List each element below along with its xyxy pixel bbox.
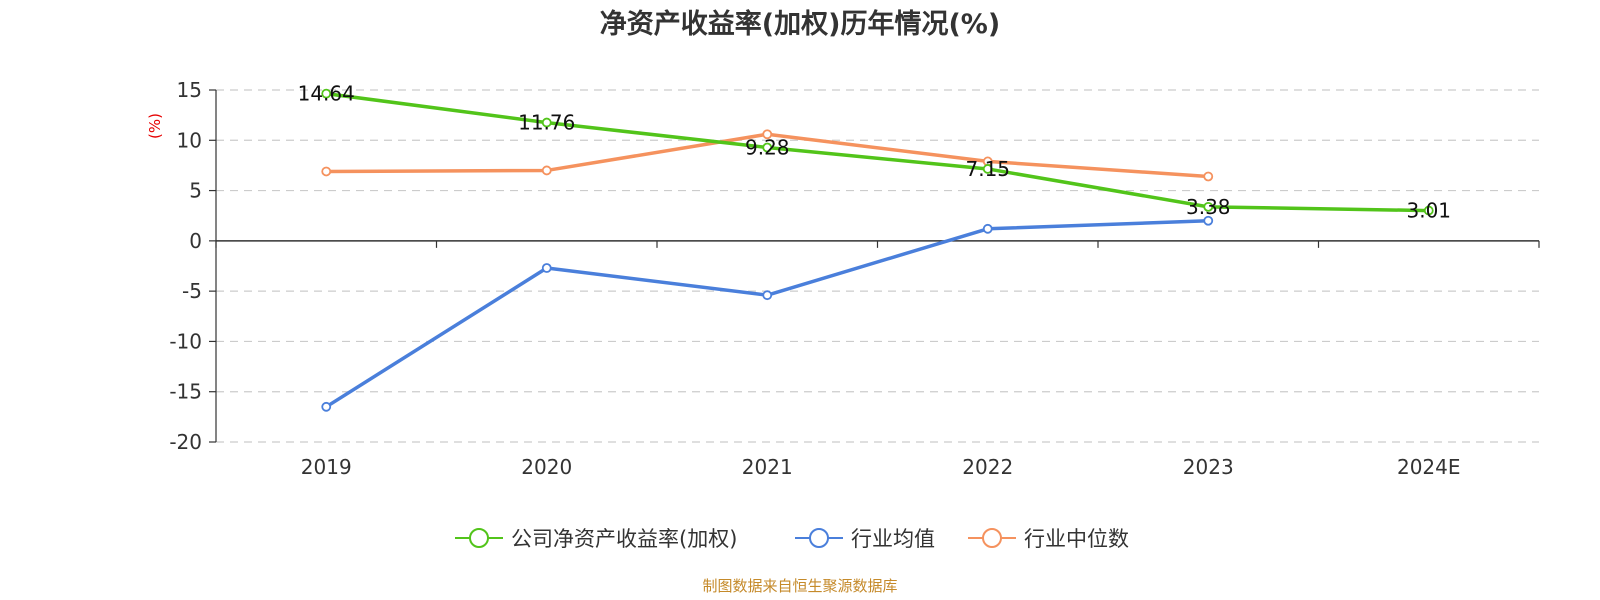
data-label: 14.64 (298, 82, 355, 106)
data-label: 11.76 (518, 111, 575, 135)
x-tick-label: 2019 (301, 455, 352, 479)
y-tick-label: 10 (177, 128, 202, 152)
x-tick-label: 2022 (962, 455, 1013, 479)
legend-label: 行业中位数 (1024, 527, 1129, 551)
y-tick-label: -15 (169, 380, 202, 404)
legend-label: 行业均值 (851, 527, 935, 551)
data-point[interactable] (982, 223, 993, 234)
series-line-1 (326, 91, 1429, 213)
y-tick-label: 0 (189, 229, 202, 253)
data-label: 7.15 (965, 157, 1010, 181)
chart-title: 净资产收益率(加权)历年情况(%) (600, 8, 1000, 40)
data-point[interactable] (1203, 171, 1214, 182)
series-line-2 (325, 218, 1209, 409)
data-point[interactable] (1423, 205, 1434, 216)
legend-label: 公司净资产收益率(加权) (511, 527, 737, 551)
x-tick-label: 2020 (521, 455, 572, 479)
y-tick-label: 15 (177, 78, 202, 102)
legend[interactable]: 公司净资产收益率(加权) 行业均值 行业中位数 (455, 527, 1129, 551)
grid (216, 89, 1539, 443)
data-point[interactable] (541, 117, 552, 128)
data-point[interactable] (321, 401, 332, 412)
y-axis-label: (%) (146, 113, 164, 139)
legend-item-1[interactable]: 公司净资产收益率(加权) (455, 527, 737, 551)
axes: 15 10 5 0 -5 -10 -15 -20 2019 2020 2021 2022 2023 202… (169, 78, 1540, 479)
data-point[interactable] (1203, 201, 1214, 212)
data-point[interactable] (762, 129, 773, 140)
data-point[interactable] (541, 263, 552, 273)
source-note: 制图数据来自恒生聚源数据库 (702, 577, 897, 595)
data-point[interactable] (321, 166, 332, 177)
x-tick-label: 2024E (1397, 455, 1461, 479)
legend-swatch-marker (982, 528, 1002, 548)
legend-swatch-marker (469, 528, 489, 548)
data-labels: 14.64 11.76 9.28 7.15 3.38 3.01 (298, 82, 1451, 223)
y-tick-label: -20 (169, 430, 202, 454)
data-point[interactable] (541, 165, 552, 176)
y-tick-label: -10 (169, 329, 202, 353)
x-tick-label: 2021 (742, 455, 793, 479)
y-tick-label: -5 (182, 279, 202, 303)
x-tick-label: 2023 (1183, 455, 1234, 479)
data-point[interactable] (762, 290, 773, 301)
legend-item-2[interactable]: 行业均值 (795, 527, 935, 551)
data-point[interactable] (1203, 215, 1214, 226)
y-tick-label: 5 (189, 179, 202, 203)
data-point[interactable] (982, 164, 993, 174)
data-label: 9.28 (745, 136, 790, 160)
data-label: 3.01 (1406, 199, 1451, 223)
legend-item-3[interactable]: 行业中位数 (968, 527, 1129, 551)
data-label: 3.38 (1186, 195, 1231, 219)
data-point[interactable] (321, 88, 332, 99)
legend-swatch-marker (809, 528, 829, 548)
series-group (321, 88, 1434, 412)
data-point[interactable] (762, 142, 773, 153)
